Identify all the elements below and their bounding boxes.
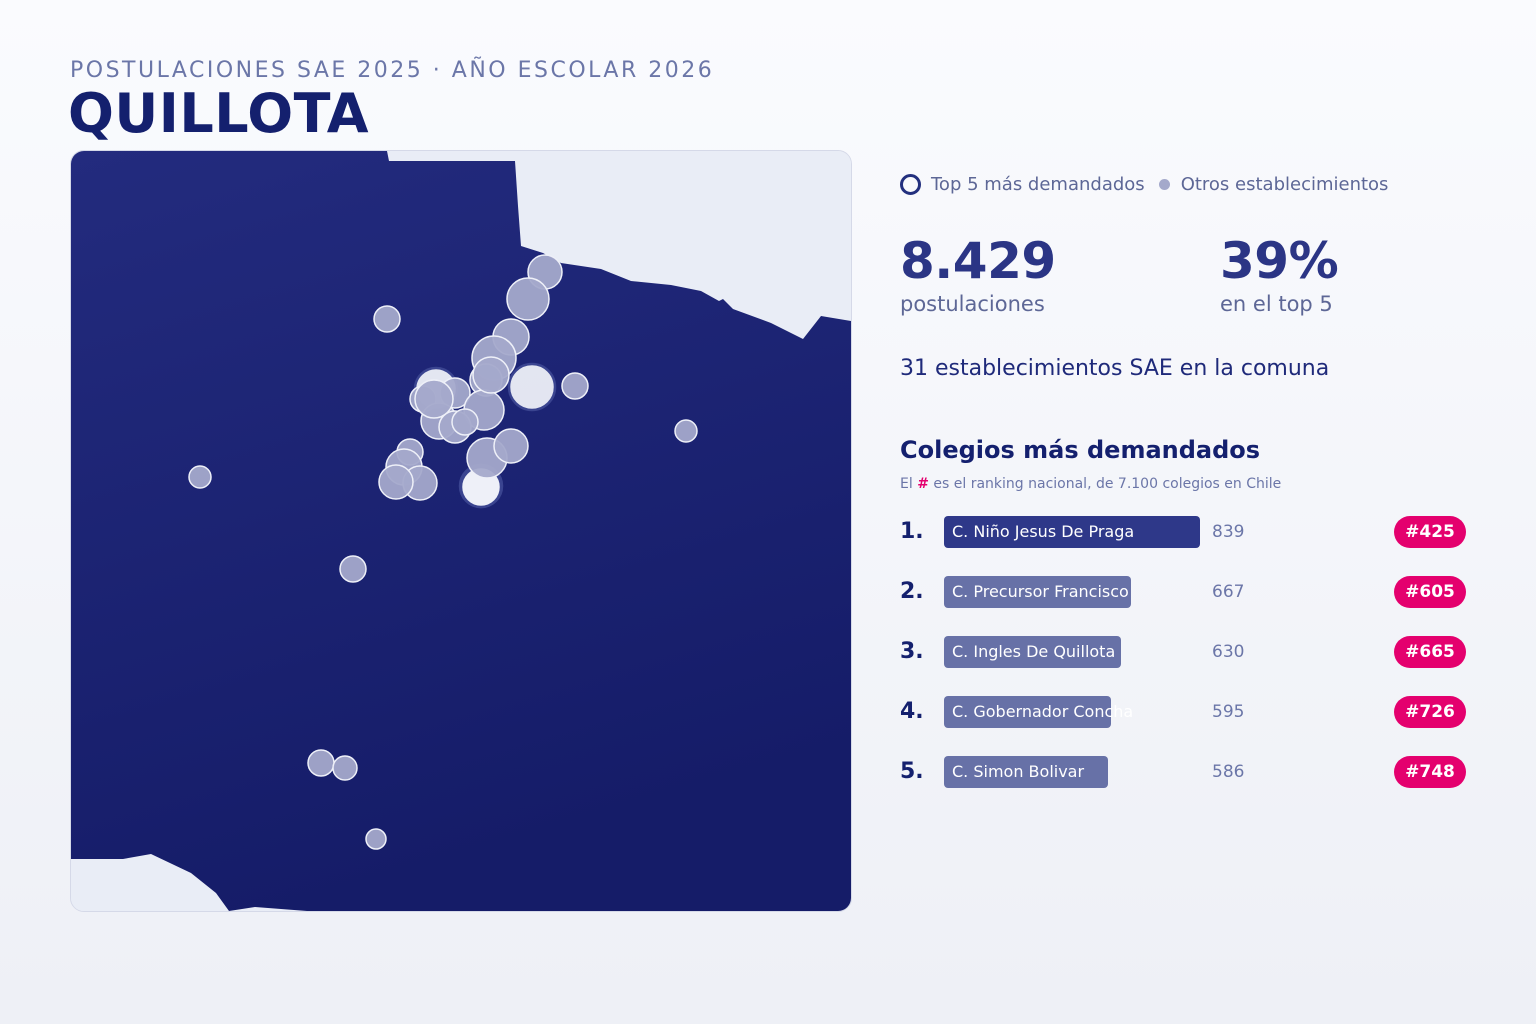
ranking-row-4[interactable]: 4. C. Gobernador Concha 595 #726: [900, 695, 1466, 729]
ranking-applications: 630: [1212, 642, 1245, 662]
school-marker[interactable]: [493, 428, 529, 464]
school-marker[interactable]: [339, 555, 367, 583]
ranking-bar: [944, 516, 1200, 548]
school-marker[interactable]: [378, 464, 414, 500]
ranking-title: Colegios más demandados: [900, 436, 1261, 464]
page-title: QUILLOTA: [68, 82, 370, 145]
ranking-school-name: C. Ingles De Quillota: [952, 642, 1116, 661]
ranking-bar: [944, 636, 1121, 668]
ranking-applications: 595: [1212, 702, 1245, 722]
school-markers: [188, 254, 698, 850]
top5-school-marker[interactable]: [507, 362, 557, 412]
ranking-position: 3.: [900, 639, 924, 664]
others-legend-icon: [1158, 179, 1170, 190]
ranking-note: El # es el ranking nacional, de 7.100 co…: [900, 476, 1281, 492]
school-marker[interactable]: [332, 755, 358, 781]
ranking-note-prefix: El: [900, 476, 913, 492]
school-marker[interactable]: [373, 305, 401, 333]
ranking-bar: [944, 756, 1108, 788]
school-marker[interactable]: [188, 465, 212, 489]
school-marker[interactable]: [451, 408, 479, 436]
ranking-school-name: C. Simon Bolivar: [952, 762, 1085, 781]
ranking-row-3[interactable]: 3. C. Ingles De Quillota 630 #665: [900, 635, 1466, 669]
top5-share-label: en el top 5: [1220, 292, 1333, 316]
top5-share-value: 39%: [1220, 232, 1339, 290]
school-marker[interactable]: [365, 828, 387, 850]
ranking-row-1[interactable]: 1. C. Niño Jesus De Praga 839 #425: [900, 515, 1466, 549]
school-count: 31 establecimientos SAE en la comuna: [900, 356, 1330, 381]
ranking-bar: [944, 576, 1131, 608]
others-legend-label: Otros establecimientos: [1180, 174, 1389, 195]
ranking-applications: 667: [1212, 582, 1245, 602]
ranking-row-2[interactable]: 2. C. Precursor Francisco 667 #605: [900, 575, 1466, 609]
ranking-bar: [944, 696, 1111, 728]
school-marker[interactable]: [472, 356, 510, 394]
ranking-school-name: C. Precursor Francisco: [952, 582, 1129, 601]
school-marker[interactable]: [506, 277, 550, 321]
ranking-position: 2.: [900, 579, 924, 604]
page-subtitle: POSTULACIONES SAE 2025 · AÑO ESCOLAR 202…: [70, 58, 715, 83]
map-canvas: [71, 151, 851, 911]
ranking-school-name: C. Niño Jesus De Praga: [952, 522, 1135, 541]
total-applications-label: postulaciones: [900, 292, 1045, 316]
school-marker[interactable]: [561, 372, 589, 400]
ranking-national-badge: #726: [1394, 696, 1466, 728]
ranking-position: 5.: [900, 759, 924, 784]
commune-area[interactable]: [71, 151, 851, 911]
ranking-note-suffix: es el ranking nacional, de 7.100 colegio…: [933, 476, 1282, 492]
school-marker[interactable]: [307, 749, 335, 777]
ranking-national-badge: #605: [1394, 576, 1466, 608]
ranking-school-name: C. Gobernador Concha: [952, 702, 1134, 721]
ranking-applications: 839: [1212, 522, 1245, 542]
school-marker[interactable]: [674, 419, 698, 443]
commune-map[interactable]: [70, 150, 852, 912]
ranking-national-badge: #748: [1394, 756, 1466, 788]
top5-legend-icon: [900, 174, 921, 195]
ranking-national-badge: #425: [1394, 516, 1466, 548]
ranking-row-5[interactable]: 5. C. Simon Bolivar 586 #748: [900, 755, 1466, 789]
ranking-applications: 586: [1212, 762, 1245, 782]
top5-legend-label: Top 5 más demandados: [931, 174, 1145, 195]
ranking-position: 4.: [900, 699, 924, 724]
ranking-national-badge: #665: [1394, 636, 1466, 668]
school-marker[interactable]: [414, 379, 454, 419]
map-legend: Top 5 más demandados Otros establecimien…: [900, 174, 1388, 195]
ranking-note-hash: #: [917, 476, 929, 492]
total-applications-value: 8.429: [900, 232, 1056, 290]
ranking-position: 1.: [900, 519, 924, 544]
